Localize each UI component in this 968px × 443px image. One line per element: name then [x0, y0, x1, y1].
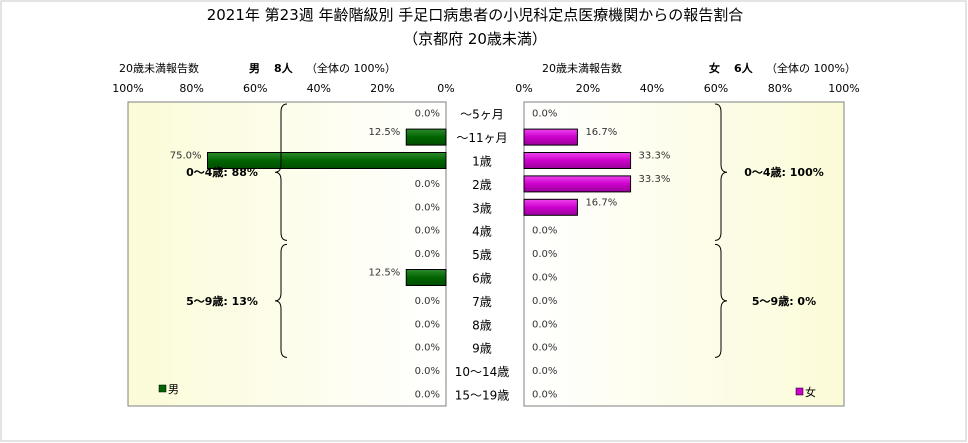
female-header-total: （全体の 100%） — [766, 61, 856, 75]
male-tick-label: 100% — [112, 82, 143, 95]
female-value-label: 0.0% — [532, 109, 557, 120]
chart-subtitle: （京都府 20歳未満） — [403, 30, 547, 48]
female-legend-swatch — [795, 387, 804, 396]
male-value-label: 12.5% — [368, 268, 400, 279]
female-tick-label: 60% — [704, 82, 728, 95]
female-header-count: 6人 — [734, 61, 754, 75]
female-value-label: 0.0% — [532, 366, 557, 377]
male-tick-label: 40% — [307, 82, 331, 95]
male-header-sex: 男 — [249, 62, 260, 75]
category-label: 6歳 — [472, 272, 492, 286]
female-bar — [523, 128, 578, 146]
group-brace — [274, 103, 288, 241]
male-value-label: 0.0% — [415, 319, 440, 330]
female-legend-label: 女 — [805, 385, 816, 399]
female-group-label: 5～9歳: 0% — [752, 294, 816, 308]
female-value-label: 16.7% — [585, 197, 617, 208]
male-tick-label: 0% — [437, 82, 454, 95]
male-tick-label: 60% — [243, 82, 267, 95]
female-bar — [523, 152, 632, 169]
male-tick-label: 80% — [179, 82, 203, 95]
female-value-label: 0.0% — [532, 390, 557, 401]
category-label: 10～14歳 — [455, 365, 510, 379]
female-header-sex: 女 — [709, 61, 720, 75]
male-header-total: （全体の 100%） — [306, 61, 396, 75]
male-value-label: 0.0% — [415, 179, 440, 190]
female-value-label: 0.0% — [532, 343, 557, 354]
female-value-label: 0.0% — [532, 226, 557, 237]
male-value-label: 0.0% — [415, 343, 440, 354]
male-legend-swatch — [158, 384, 167, 393]
group-brace — [714, 243, 728, 358]
female-value-label: 33.3% — [639, 151, 671, 162]
category-label: 2歳 — [472, 178, 492, 192]
category-label: 1歳 — [472, 155, 492, 169]
female-value-label: 0.0% — [532, 249, 557, 260]
female-value-label: 0.0% — [532, 319, 557, 330]
category-label: 9歳 — [472, 342, 492, 356]
female-bar — [523, 175, 632, 193]
male-bar — [207, 152, 447, 169]
female-tick-label: 100% — [828, 82, 859, 95]
male-bar — [405, 128, 447, 146]
male-group-label: 0～4歳: 88% — [186, 165, 258, 179]
male-group-label: 5～9歳: 13% — [186, 294, 258, 308]
category-label: 15～19歳 — [455, 389, 510, 403]
category-label: ～5ヶ月 — [460, 108, 504, 122]
male-plot-area — [127, 101, 447, 407]
male-value-label: 0.0% — [415, 202, 440, 213]
female-header-label: 20歳未満報告数 — [542, 62, 622, 75]
male-tick-label: 20% — [370, 82, 394, 95]
group-brace — [714, 103, 728, 241]
chart-title: 2021年 第23週 年齢階級別 手足口病患者の小児科定点医療機関からの報告割合 — [207, 6, 744, 24]
female-tick-label: 0% — [515, 82, 532, 95]
category-label: 4歳 — [472, 225, 492, 239]
female-value-label: 0.0% — [532, 296, 557, 307]
category-label: 3歳 — [472, 201, 492, 215]
category-label: ～11ヶ月 — [456, 131, 507, 145]
group-brace — [274, 243, 288, 358]
category-label: 8歳 — [472, 318, 492, 332]
category-label: 5歳 — [472, 248, 492, 262]
female-value-label: 16.7% — [585, 127, 617, 138]
male-value-label: 12.5% — [368, 127, 400, 138]
male-value-label: 0.0% — [415, 366, 440, 377]
category-label: 7歳 — [472, 295, 492, 309]
male-header-count: 8人 — [274, 61, 294, 75]
female-bar — [523, 198, 578, 216]
male-value-label: 0.0% — [415, 296, 440, 307]
female-value-label: 0.0% — [532, 273, 557, 284]
female-tick-label: 20% — [576, 82, 600, 95]
male-legend-label: 男 — [168, 383, 179, 396]
male-value-label: 0.0% — [415, 226, 440, 237]
male-value-label: 0.0% — [415, 249, 440, 260]
female-group-label: 0～4歳: 100% — [744, 165, 824, 179]
male-value-label: 0.0% — [415, 109, 440, 120]
female-tick-label: 40% — [640, 82, 664, 95]
male-header-label: 20歳未満報告数 — [119, 62, 199, 75]
male-value-label: 0.0% — [415, 390, 440, 401]
male-value-label: 75.0% — [170, 151, 202, 162]
male-bar — [405, 269, 447, 286]
female-tick-label: 80% — [768, 82, 792, 95]
female-plot-area — [523, 101, 845, 407]
female-value-label: 33.3% — [639, 174, 671, 185]
